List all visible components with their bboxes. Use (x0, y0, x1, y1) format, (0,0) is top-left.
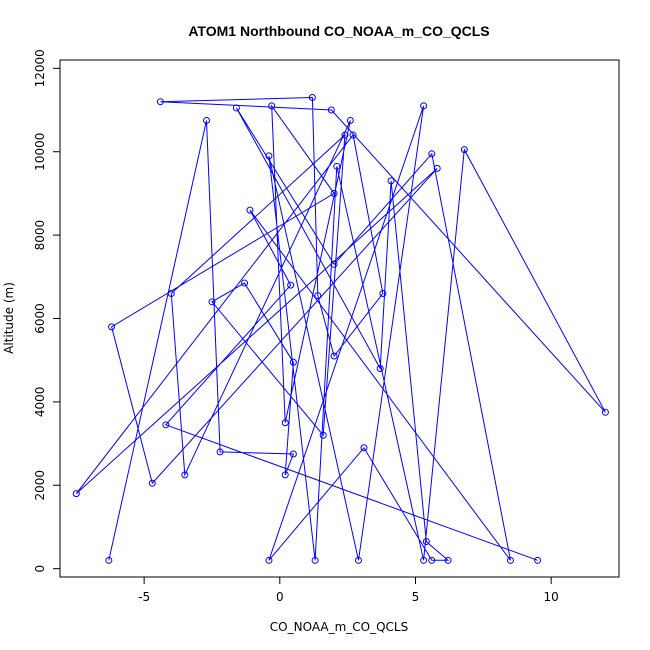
data-point (349, 131, 357, 139)
data-point (420, 556, 428, 564)
data-point (246, 206, 254, 214)
x-axis-label: CO_NOAA_m_CO_QCLS (270, 620, 408, 634)
data-point (281, 471, 289, 479)
data-point (330, 189, 338, 197)
data-point (422, 538, 430, 546)
data-point (428, 150, 436, 158)
y-tick-label: 0 (33, 565, 47, 573)
x-tick-label: 0 (276, 590, 284, 604)
data-point (387, 177, 395, 185)
data-point (534, 556, 542, 564)
data-point (203, 116, 211, 124)
data-point (105, 556, 113, 564)
data-point (319, 431, 327, 439)
data-point (162, 421, 170, 429)
plot-frame (59, 59, 620, 578)
data-point (108, 323, 116, 331)
data-point (181, 471, 189, 479)
y-tick-label: 6000 (33, 303, 47, 334)
data-point (281, 419, 289, 427)
data-point (265, 556, 273, 564)
data-point (232, 104, 240, 112)
data-point (333, 162, 341, 170)
data-point (506, 556, 514, 564)
series-line (75, 96, 606, 561)
y-axis-label: Altitude (m) (2, 282, 16, 354)
y-tick-label: 8000 (33, 220, 47, 251)
data-point (341, 131, 349, 139)
y-tick-label: 2000 (33, 470, 47, 501)
data-point (289, 358, 297, 366)
data-point (376, 365, 384, 373)
data-point (420, 102, 428, 110)
y-tick-label: 4000 (33, 387, 47, 418)
data-point (428, 556, 436, 564)
data-point (289, 450, 297, 458)
x-axis: -5 0 5 10 (138, 577, 559, 604)
x-tick-label: -5 (138, 590, 150, 604)
data-point (148, 479, 156, 487)
y-tick-label: 10000 (33, 133, 47, 171)
data-point (311, 556, 319, 564)
data-point (444, 556, 452, 564)
data-point (460, 146, 468, 154)
y-tick-label: 12000 (33, 49, 47, 87)
data-point (308, 94, 316, 102)
data-point (327, 106, 335, 114)
data-point (265, 152, 273, 160)
data-point (72, 490, 80, 498)
data-point (433, 164, 441, 172)
chart-title: ATOM1 Northbound CO_NOAA_m_CO_QCLS (188, 23, 489, 39)
data-point (314, 292, 322, 300)
data-point (208, 298, 216, 306)
data-point (167, 289, 175, 297)
y-axis: 0 2000 4000 6000 8000 10000 12000 (33, 49, 60, 572)
data-point (156, 98, 164, 106)
data-point (360, 444, 368, 452)
data-point (330, 260, 338, 268)
x-tick-label: 5 (412, 590, 420, 604)
data-point (379, 289, 387, 297)
data-point (216, 448, 224, 456)
data-point (346, 116, 354, 124)
data-point (268, 102, 276, 110)
x-tick-label: 10 (544, 590, 559, 604)
series-layer (72, 94, 609, 564)
data-point (241, 279, 249, 287)
data-point (354, 556, 362, 564)
data-point (287, 281, 295, 289)
data-point (601, 408, 609, 416)
data-point (330, 352, 338, 360)
